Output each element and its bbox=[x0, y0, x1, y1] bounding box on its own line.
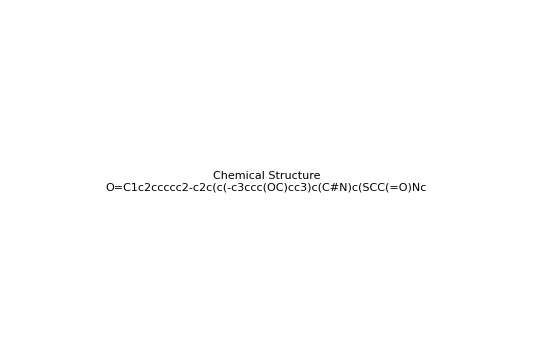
Text: Chemical Structure
O=C1c2ccccc2-c2c(c(-c3ccc(OC)cc3)c(C#N)c(SCC(=O)Nc: Chemical Structure O=C1c2ccccc2-c2c(c(-c… bbox=[106, 171, 427, 192]
